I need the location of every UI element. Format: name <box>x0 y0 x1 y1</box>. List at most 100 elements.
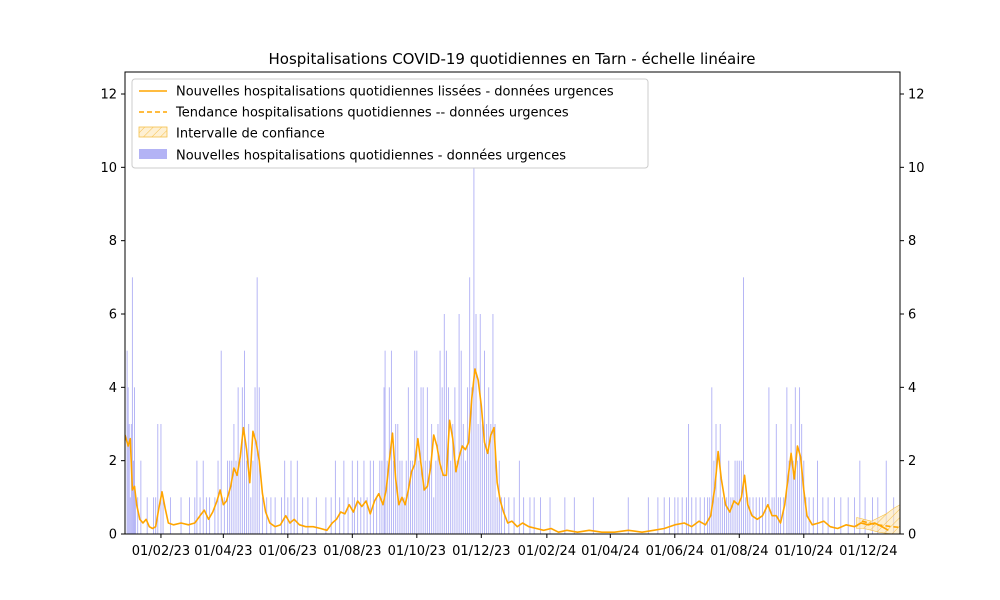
bar-2023-03-19 <box>209 497 211 534</box>
bar-2023-06-01 <box>287 497 289 534</box>
x-tick-label-01/10/24: 01/10/24 <box>775 544 833 559</box>
bar-2023-09-15 <box>399 460 401 534</box>
bar-2024-10-14 <box>817 460 818 534</box>
bar-2023-01-05 <box>131 277 133 534</box>
bar-2023-03-13 <box>202 460 204 534</box>
bar-2024-09-29 <box>801 424 803 534</box>
bar-2023-08-29 <box>381 460 383 534</box>
bar-2023-10-03 <box>418 460 420 534</box>
bar-2023-10-31 <box>448 387 450 534</box>
bar-2023-09-25 <box>409 460 411 534</box>
bar-2023-11-02 <box>450 460 452 534</box>
bar-2024-10-06 <box>808 497 810 534</box>
bar-2023-10-21 <box>437 424 439 534</box>
bar-2024-08-05 <box>743 277 744 534</box>
bar-2023-05-16 <box>270 497 272 534</box>
y-tick-label-right-2: 2 <box>908 454 916 469</box>
bar-2023-01-01 <box>127 387 129 534</box>
bar-2024-05-27 <box>669 497 670 534</box>
confidence-band <box>856 504 900 534</box>
x-tick-label-01/12/23: 01/12/23 <box>452 544 510 559</box>
bar-2024-02-18 <box>564 497 566 534</box>
bar-2024-11-28 <box>864 497 866 534</box>
bar-2023-09-29 <box>414 350 416 534</box>
bar-2023-01-13 <box>140 460 142 534</box>
bar-2023-07-28 <box>347 497 349 534</box>
bar-2024-07-06 <box>711 387 713 534</box>
bar-2023-02-03 <box>162 497 164 534</box>
bar-2024-08-17 <box>755 497 757 534</box>
bar-2023-03-05 <box>194 497 196 534</box>
x-tick-label-01/08/24: 01/08/24 <box>710 544 768 559</box>
bar-2023-02-28 <box>189 497 190 534</box>
bar-2024-09-25 <box>796 460 798 534</box>
bar-2023-10-19 <box>435 460 437 534</box>
y-tick-label-left-10: 10 <box>100 161 117 176</box>
bar-2024-09-05 <box>775 424 777 534</box>
bar-2023-04-02 <box>223 497 225 534</box>
bar-2023-12-20 <box>500 497 502 534</box>
bar-2023-04-19 <box>241 387 243 534</box>
bar-2023-04-29 <box>252 460 254 534</box>
y-tick-label-right-12: 12 <box>908 88 925 103</box>
bar-2024-07-12 <box>717 497 719 534</box>
bar-2024-06-17 <box>691 497 693 534</box>
bar-2024-06-29 <box>703 497 705 534</box>
bar-2023-10-09 <box>424 460 426 534</box>
bar-2023-09-01 <box>384 350 386 534</box>
bar-2024-07-24 <box>730 497 732 534</box>
bar-2023-08-18 <box>369 460 371 534</box>
bar-2023-11-12 <box>460 350 462 534</box>
bar-2023-09-03 <box>386 460 388 534</box>
x-tick-label-01/10/23: 01/10/23 <box>388 544 446 559</box>
bar-2023-02-20 <box>180 497 182 534</box>
legend-smoothed-label: Nouvelles hospitalisations quotidiennes … <box>176 85 614 100</box>
bar-2024-07-02 <box>707 497 709 534</box>
bar-2023-07-12 <box>330 497 332 534</box>
bar-2023-12-12 <box>492 314 494 534</box>
bar-2023-03-30 <box>220 350 222 534</box>
bar-2023-11-24 <box>473 167 475 534</box>
bar-2024-09-12 <box>783 497 785 534</box>
bar-2023-09-19 <box>403 497 405 534</box>
chart-title: Hospitalisations COVID-19 quotidiennes e… <box>269 50 756 68</box>
bar-2024-07-14 <box>719 424 721 534</box>
bar-2024-02-04 <box>549 497 551 534</box>
bar-2023-09-23 <box>407 387 409 534</box>
bar-2024-01-06 <box>518 460 520 534</box>
bar-2023-11-28 <box>477 424 479 534</box>
bar-2023-08-24 <box>376 497 378 534</box>
x-tick-label-01/12/24: 01/12/24 <box>839 544 897 559</box>
bar-2023-12-16 <box>496 497 498 534</box>
bar-2024-05-22 <box>663 497 665 534</box>
bar-2023-04-15 <box>237 387 239 534</box>
bar-2023-08-12 <box>363 460 365 534</box>
bar-2023-04-17 <box>239 460 241 534</box>
bar-2023-11-16 <box>464 460 466 534</box>
bar-2024-10-30 <box>833 497 835 534</box>
bar-2023-12-27 <box>508 497 510 534</box>
y-tick-label-left-6: 6 <box>109 308 117 323</box>
bar-2023-08-31 <box>383 387 385 534</box>
legend-confidence-label: Intervalle de confiance <box>176 127 325 142</box>
bar-2023-11-08 <box>456 460 458 534</box>
bar-2023-11-30 <box>479 314 481 534</box>
bar-2023-10-13 <box>429 460 430 534</box>
bar-2023-08-09 <box>360 497 362 534</box>
x-tick-label-01/02/24: 01/02/24 <box>518 544 576 559</box>
bar-2023-06-07 <box>293 497 295 534</box>
y-tick-label-right-8: 8 <box>908 234 916 249</box>
bar-2023-10-25 <box>441 387 443 534</box>
bar-2024-07-28 <box>734 460 736 534</box>
bar-2023-10-17 <box>433 497 435 534</box>
bar-2023-11-22 <box>471 387 473 534</box>
bar-2023-02-01 <box>160 424 162 534</box>
bar-2024-11-23 <box>859 460 861 534</box>
bar-2023-01-29 <box>157 424 159 534</box>
smoothed-series-line <box>125 368 889 533</box>
bar-2024-06-14 <box>688 424 690 534</box>
bar-2023-09-27 <box>412 460 414 534</box>
bar-2023-06-20 <box>307 497 309 534</box>
bar-2024-01-26 <box>540 497 541 534</box>
bar-2023-01-02 <box>128 424 130 534</box>
